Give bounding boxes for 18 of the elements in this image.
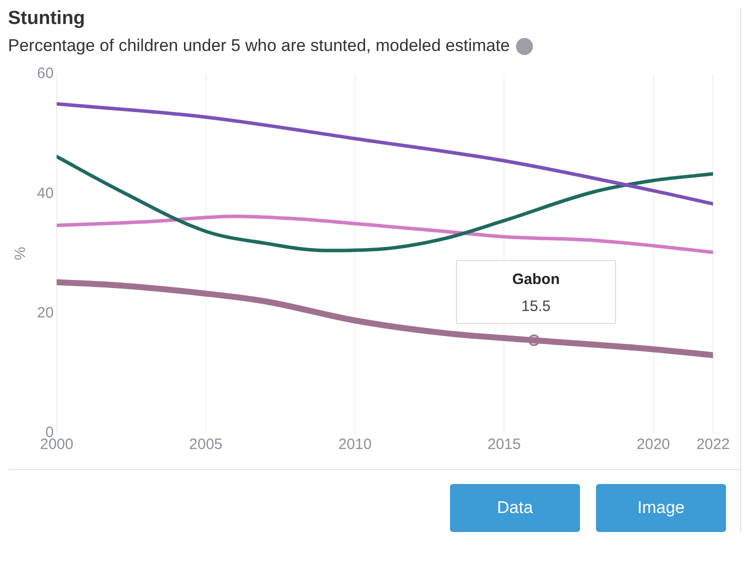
x-tick-label: 2022: [696, 436, 730, 454]
text: Data: [450, 484, 580, 532]
chart-subtitle: Percentage of children under 5 who are stunted, modeled estimate: [8, 36, 510, 56]
line-series: [56, 154, 713, 252]
x-tick-label: 2020: [636, 436, 670, 454]
y-tick-label: 20: [36, 304, 54, 322]
x-tick-label: 2010: [338, 436, 372, 454]
y-axis-title: %: [12, 246, 30, 260]
annotation: 15.5: [520, 298, 552, 316]
line-series: [56, 214, 713, 254]
line-series: [56, 102, 713, 206]
chart-title: Stunting: [8, 8, 86, 30]
y-tick-label: 60: [36, 65, 54, 82]
y-tick-label: 40: [36, 184, 54, 202]
tooltip: Gabon 15.5: [456, 260, 616, 324]
x-tick-label: 2005: [189, 436, 223, 454]
text: Image: [596, 484, 726, 532]
x-tick-label: 2015: [487, 436, 521, 454]
